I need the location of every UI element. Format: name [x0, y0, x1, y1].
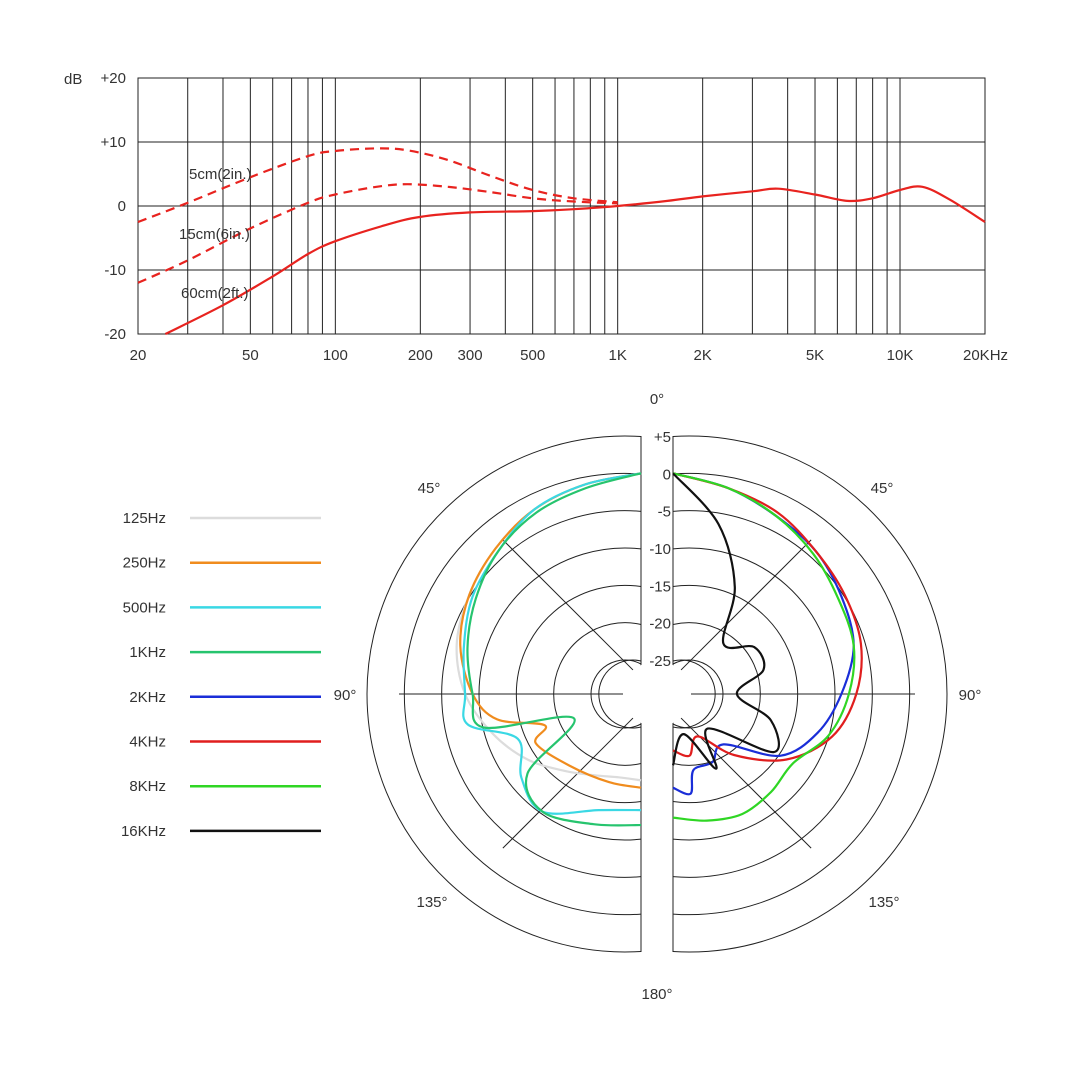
center-hole-right	[672, 659, 716, 729]
series-label: 5cm(2in.)	[189, 166, 252, 183]
angle-label: 90°	[959, 687, 982, 704]
diagonal-spoke	[680, 717, 812, 849]
series-label: 15cm(6in.)	[179, 226, 250, 243]
legend-label: 125Hz	[123, 510, 166, 527]
x-tick-label: 2K	[693, 347, 711, 364]
x-tick-label: 1K	[608, 347, 626, 364]
polar-series-8KHz	[672, 472, 856, 822]
angle-label: 90°	[334, 687, 357, 704]
radial-tick-label: -5	[658, 504, 671, 521]
y-tick-label: +20	[101, 70, 126, 87]
x-tick-label: 5K	[806, 347, 824, 364]
polar-labels: +5 0 -5 -10 -15 -20 -25 0° 45° 45° 90° 90° 135° 135° 1…	[334, 391, 982, 1003]
frequency-grid	[137, 77, 986, 335]
frequency-series	[137, 147, 986, 335]
x-tick-label: 100	[323, 347, 348, 364]
angle-label: 180°	[641, 986, 672, 1003]
y-tick-label: +10	[101, 134, 126, 151]
plot-frame	[137, 77, 986, 335]
center-hole	[624, 661, 690, 727]
diagonal-spoke	[502, 539, 634, 671]
center-hole-left	[598, 659, 642, 729]
diagonal-spoke	[502, 717, 634, 849]
legend-label: 2KHz	[129, 689, 166, 706]
polar-series-500Hz	[462, 472, 642, 815]
x-tick-label: 20	[130, 347, 147, 364]
legend-label: 250Hz	[123, 555, 166, 572]
radial-tick-label: -25	[649, 653, 671, 670]
angle-label: 45°	[418, 480, 441, 497]
angle-label: 135°	[868, 894, 899, 911]
series-label: 60cm(2ft.)	[181, 285, 249, 302]
x-tick-label: 300	[458, 347, 483, 364]
y-axis-title: dB	[64, 71, 82, 88]
polar-series-16KHz	[671, 472, 781, 770]
radial-tick-label: -20	[649, 616, 671, 633]
x-tick-label: 500	[520, 347, 545, 364]
legend-label: 16KHz	[121, 823, 166, 840]
polar-series-4KHz	[672, 472, 863, 762]
y-tick-label: -10	[104, 262, 126, 279]
angle-label: 135°	[416, 894, 447, 911]
polar-series	[455, 472, 863, 827]
legend-label: 8KHz	[129, 778, 166, 795]
polar-ring-left	[366, 435, 642, 953]
radial-tick-label: +5	[654, 429, 671, 446]
polar-ring-right	[672, 435, 948, 953]
series-line-2	[164, 185, 986, 335]
polar-grid	[366, 434, 948, 954]
diagonal-spoke	[680, 539, 812, 671]
angle-label: 45°	[871, 480, 894, 497]
legend-label: 4KHz	[129, 734, 166, 751]
x-tick-label: 10K	[887, 347, 914, 364]
radial-tick-label: -10	[649, 541, 671, 558]
legend-label: 1KHz	[129, 644, 166, 661]
legend-label: 500Hz	[123, 599, 166, 616]
x-tick-label: 200	[408, 347, 433, 364]
angle-label: 0°	[650, 391, 664, 408]
y-tick-label: -20	[104, 326, 126, 343]
series-line-0	[137, 147, 618, 224]
x-tick-label: 50	[242, 347, 259, 364]
legend: 125Hz 250Hz 500Hz 1KHz 2KHz 4KHz 8KHz 16KHz	[121, 510, 321, 840]
polar-series-250Hz	[459, 472, 642, 789]
y-tick-label: 0	[118, 198, 126, 215]
polar-pattern-chart: +5 0 -5 -10 -15 -20 -25 0° 45° 45° 90° 90° 135° 135° 1…	[121, 391, 981, 1003]
x-tick-label: 20KHz	[963, 347, 1008, 364]
series-line-1	[137, 183, 618, 284]
radial-tick-label: 0	[663, 466, 671, 483]
radial-tick-label: -15	[649, 578, 671, 595]
polar-series-1KHz	[466, 472, 642, 827]
